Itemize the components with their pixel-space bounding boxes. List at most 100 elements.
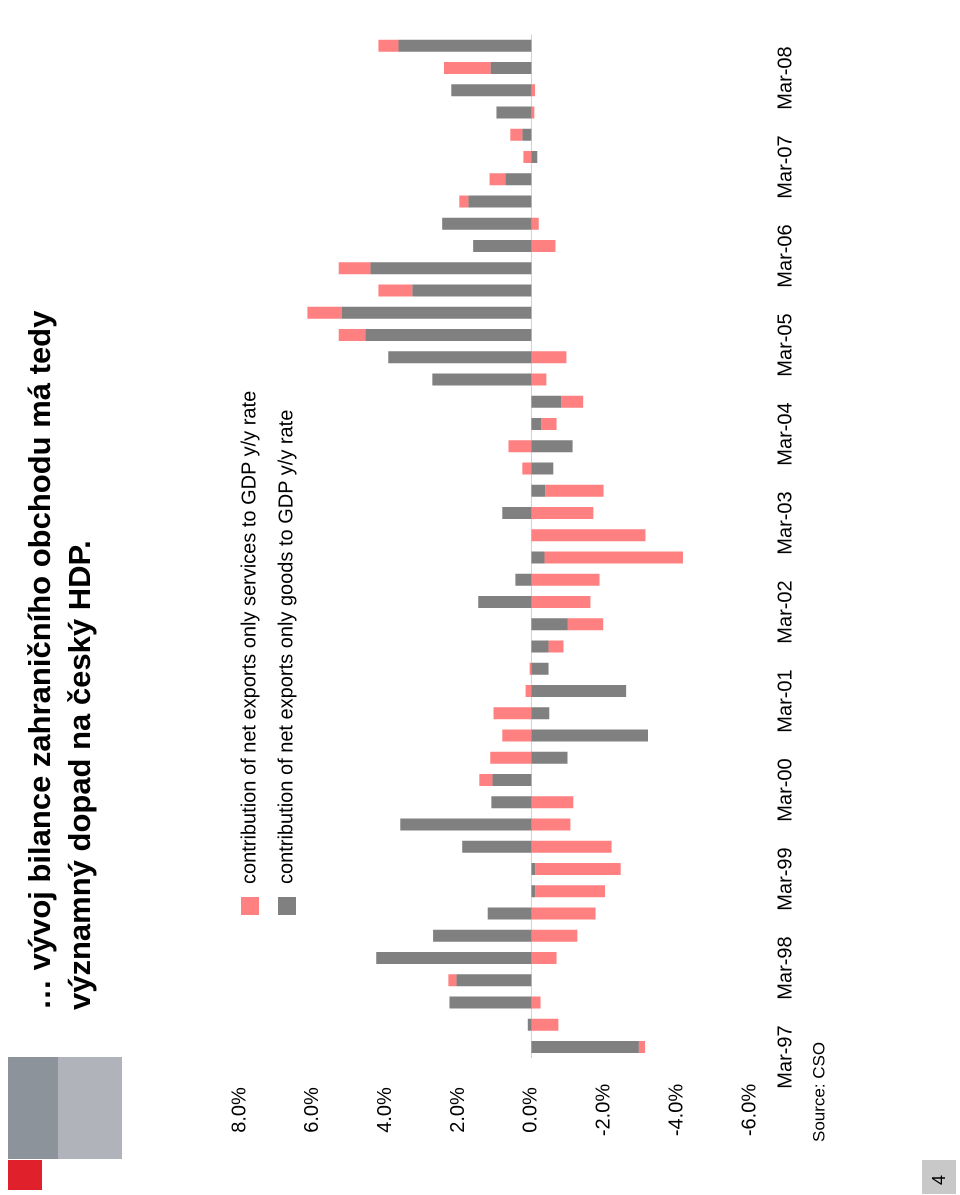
bar bbox=[496, 106, 532, 119]
bar bbox=[502, 729, 532, 742]
category-label: Mar-07 bbox=[774, 135, 796, 198]
bar bbox=[529, 662, 532, 675]
bar bbox=[510, 128, 523, 141]
category-label: Mar-01 bbox=[774, 669, 796, 732]
bar bbox=[338, 262, 371, 275]
bar bbox=[342, 306, 532, 319]
category-label: Mar-03 bbox=[774, 491, 796, 554]
bar bbox=[567, 618, 604, 631]
page-number-box bbox=[922, 1160, 956, 1194]
category-label: Mar-98 bbox=[774, 936, 796, 999]
bar bbox=[531, 507, 594, 519]
chart: 8.0% 6.0% 4.0% 2.0% 0.0% -2.0% -4.0% -6.0% Mar-9… bbox=[228, 34, 796, 1136]
category-label: Mar-99 bbox=[774, 847, 796, 910]
bar bbox=[378, 284, 413, 297]
bar bbox=[531, 707, 550, 720]
bar bbox=[473, 240, 532, 252]
legend-swatch bbox=[278, 897, 296, 915]
bar bbox=[490, 751, 532, 764]
bar bbox=[479, 774, 493, 786]
logo bbox=[8, 1057, 122, 1190]
bar bbox=[468, 195, 532, 208]
bar bbox=[531, 84, 536, 97]
bar bbox=[388, 351, 532, 364]
bar bbox=[522, 462, 532, 475]
category-label: Mar-04 bbox=[774, 402, 796, 465]
bar bbox=[398, 39, 532, 52]
bar bbox=[531, 351, 567, 364]
bar bbox=[444, 62, 491, 74]
bar bbox=[370, 262, 532, 275]
bar bbox=[531, 373, 547, 386]
category-label: Mar-05 bbox=[774, 313, 796, 376]
bar bbox=[531, 907, 596, 920]
bar bbox=[490, 62, 532, 74]
bar bbox=[531, 929, 578, 942]
bar bbox=[531, 395, 562, 408]
bar bbox=[451, 84, 532, 97]
bar bbox=[487, 907, 532, 920]
bar bbox=[365, 329, 532, 341]
bar bbox=[531, 751, 568, 764]
bar bbox=[522, 128, 532, 141]
bar bbox=[508, 440, 532, 453]
value-tick-label: 2.0% bbox=[447, 1087, 469, 1133]
bar bbox=[531, 1018, 559, 1031]
category-label: Mar-97 bbox=[774, 1025, 796, 1088]
bar bbox=[531, 729, 648, 742]
logo-red bbox=[8, 1160, 42, 1190]
bar bbox=[525, 685, 532, 697]
value-tick-label: -2.0% bbox=[593, 1084, 615, 1136]
bar bbox=[531, 640, 549, 653]
bar bbox=[531, 240, 556, 252]
bar bbox=[531, 818, 571, 831]
bar bbox=[307, 306, 342, 319]
bar bbox=[531, 1041, 639, 1053]
bar bbox=[376, 952, 532, 964]
source: Source: CSO bbox=[809, 1042, 828, 1142]
bar bbox=[531, 863, 536, 875]
bar bbox=[531, 573, 600, 586]
legend-label: contribution of net exports only service… bbox=[238, 391, 260, 884]
bar bbox=[433, 929, 532, 942]
bar bbox=[378, 39, 399, 52]
bar bbox=[531, 952, 557, 964]
bar bbox=[531, 440, 573, 453]
bar bbox=[544, 551, 683, 564]
value-tick-label: -6.0% bbox=[738, 1084, 760, 1136]
category-label: Mar-06 bbox=[774, 224, 796, 287]
bar bbox=[493, 707, 532, 720]
title-line: … vývoj bilance zahraničního obchodu má … bbox=[22, 310, 57, 1010]
bar bbox=[548, 640, 564, 653]
page-number: 4 bbox=[929, 1175, 949, 1185]
title-line: významný dopad na český HDP. bbox=[62, 540, 97, 1010]
bar bbox=[535, 863, 621, 875]
bar bbox=[489, 173, 506, 186]
category-label: Mar-00 bbox=[774, 758, 796, 821]
bar bbox=[338, 329, 366, 341]
bar bbox=[531, 484, 546, 497]
bar bbox=[491, 796, 532, 809]
bar bbox=[531, 885, 536, 898]
legend-label: contribution of net exports only goods t… bbox=[275, 410, 297, 884]
legend-swatch bbox=[241, 897, 259, 915]
bar bbox=[432, 373, 532, 386]
bar bbox=[448, 974, 457, 987]
bar bbox=[456, 974, 532, 987]
bar bbox=[535, 885, 606, 898]
bar bbox=[478, 596, 532, 608]
bar bbox=[541, 418, 557, 430]
bar bbox=[531, 106, 535, 119]
value-tick-label: 0.0% bbox=[520, 1087, 542, 1133]
value-tick-label: 6.0% bbox=[301, 1087, 323, 1133]
bar bbox=[545, 484, 604, 497]
bar bbox=[527, 1018, 532, 1031]
bar bbox=[502, 507, 532, 519]
bar bbox=[531, 217, 539, 230]
bar bbox=[531, 618, 568, 631]
bar bbox=[462, 840, 532, 853]
bar bbox=[505, 173, 532, 186]
category-label: Mar-02 bbox=[774, 580, 796, 643]
category-label: Mar-08 bbox=[774, 46, 796, 109]
